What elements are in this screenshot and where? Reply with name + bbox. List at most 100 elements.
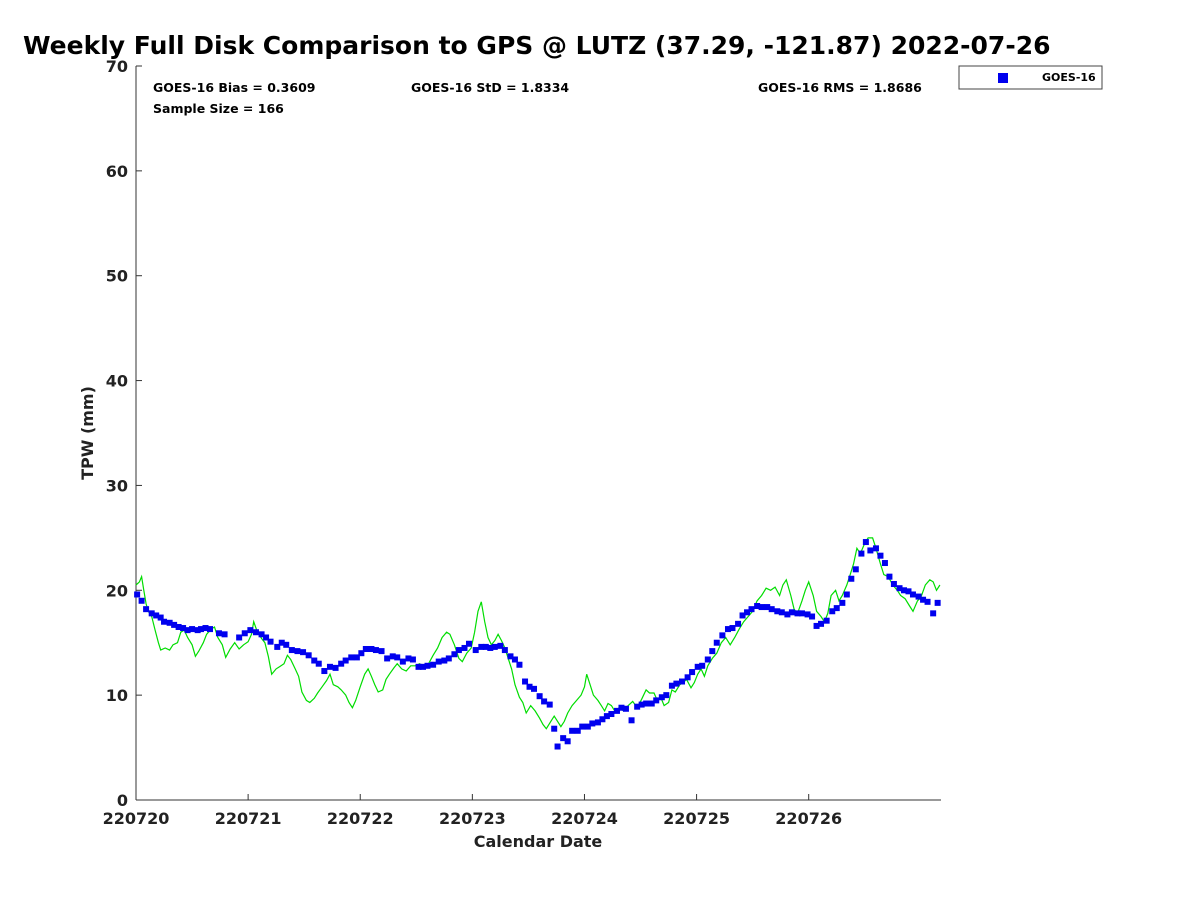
goes16-point [843, 591, 850, 598]
goes16-point [455, 647, 462, 654]
goes16-point [724, 626, 731, 633]
goes16-point [399, 658, 406, 665]
legend: GOES-16 [958, 65, 1103, 90]
goes16-point [915, 593, 922, 600]
goes16-point [378, 648, 385, 655]
goes16-point [735, 620, 742, 627]
goes16-point [389, 653, 396, 660]
goes16-point [153, 612, 160, 619]
goes16-point [653, 697, 660, 704]
y-tick-label: 70 [106, 57, 128, 76]
goes16-point [321, 668, 328, 675]
goes16-point [311, 657, 318, 664]
goes16-point [560, 735, 567, 742]
goes16-point [478, 643, 485, 650]
goes16-point [507, 653, 514, 660]
goes16-point [332, 664, 339, 671]
goes16-point [247, 627, 254, 634]
goes16-point [934, 599, 941, 606]
goes16-point [829, 608, 836, 615]
legend-box [958, 65, 1103, 90]
goes16-point [409, 656, 416, 663]
goes16-point [784, 611, 791, 618]
goes16-point [896, 585, 903, 592]
goes16-point [430, 661, 437, 668]
goes16-point [424, 662, 431, 669]
goes16-point [143, 606, 150, 613]
goes16-point [267, 638, 274, 645]
goes16-point [608, 711, 615, 718]
goes16-point [599, 716, 606, 723]
goes16-point [634, 703, 641, 710]
goes16-point [491, 643, 498, 650]
gps-tpw-line [135, 537, 941, 730]
x-tick-label: 220723 [439, 809, 506, 828]
goes16-point [526, 683, 533, 690]
goes16-point [920, 596, 927, 603]
goes16-point [618, 704, 625, 711]
goes16-point [890, 580, 897, 587]
goes16-point [482, 643, 489, 650]
goes16-point [594, 719, 601, 726]
goes16-point [809, 613, 816, 620]
goes16-point [445, 655, 452, 662]
goes16-point [384, 655, 391, 662]
goes16-point [668, 682, 675, 689]
goes16-point [833, 605, 840, 612]
goes16-point [704, 656, 711, 663]
goes16-point [719, 632, 726, 639]
goes16-point [638, 701, 645, 708]
goes16-point [748, 606, 755, 613]
goes16-point [441, 657, 448, 664]
goes16-point [372, 647, 379, 654]
goes16-point [501, 647, 508, 654]
goes16-point [788, 609, 795, 616]
goes16-point [368, 646, 375, 653]
goes16-point [758, 604, 765, 611]
goes16-point [569, 727, 576, 734]
goes16-point [658, 694, 665, 701]
x-tick-label: 220724 [551, 809, 618, 828]
goes16-point [622, 705, 629, 712]
goes16-point [241, 630, 248, 637]
goes16-point [435, 658, 442, 665]
goes16-point [252, 629, 259, 636]
goes16-point [848, 575, 855, 582]
goes16-point [288, 647, 295, 654]
goes16-point [415, 663, 422, 670]
goes16-point [886, 573, 893, 580]
goes16-point [754, 603, 761, 610]
goes16-point [405, 655, 412, 662]
goes16-point [564, 738, 571, 745]
x-tick-label: 220722 [327, 809, 394, 828]
goes16-point [930, 610, 937, 617]
goes16-point [924, 598, 931, 605]
goes16-point [673, 680, 680, 687]
goes16-point [603, 713, 610, 720]
y-tick-label: 10 [106, 686, 128, 705]
goes16-point [138, 597, 145, 604]
goes16-point [305, 652, 312, 659]
goes16-point [531, 685, 538, 692]
goes16-point [522, 678, 529, 685]
goes16-point [300, 649, 307, 656]
series-layer [134, 537, 941, 750]
goes16-point [338, 660, 345, 667]
goes16-point [283, 641, 290, 648]
goes16-point [648, 700, 655, 707]
goes16-point [551, 725, 558, 732]
goes16-point [148, 610, 155, 617]
y-tick-label: 50 [106, 267, 128, 286]
goes16-point [134, 591, 141, 598]
y-tick-label: 20 [106, 581, 128, 600]
goes16-point [221, 631, 228, 638]
goes16-point [684, 674, 691, 681]
goes16-point [905, 588, 912, 595]
goes16-point [858, 550, 865, 557]
goes16-point [818, 620, 825, 627]
goes16-point [643, 700, 650, 707]
goes16-point [768, 606, 775, 613]
goes16-point [909, 591, 916, 598]
goes16-point [699, 662, 706, 669]
goes16-point [546, 701, 553, 708]
